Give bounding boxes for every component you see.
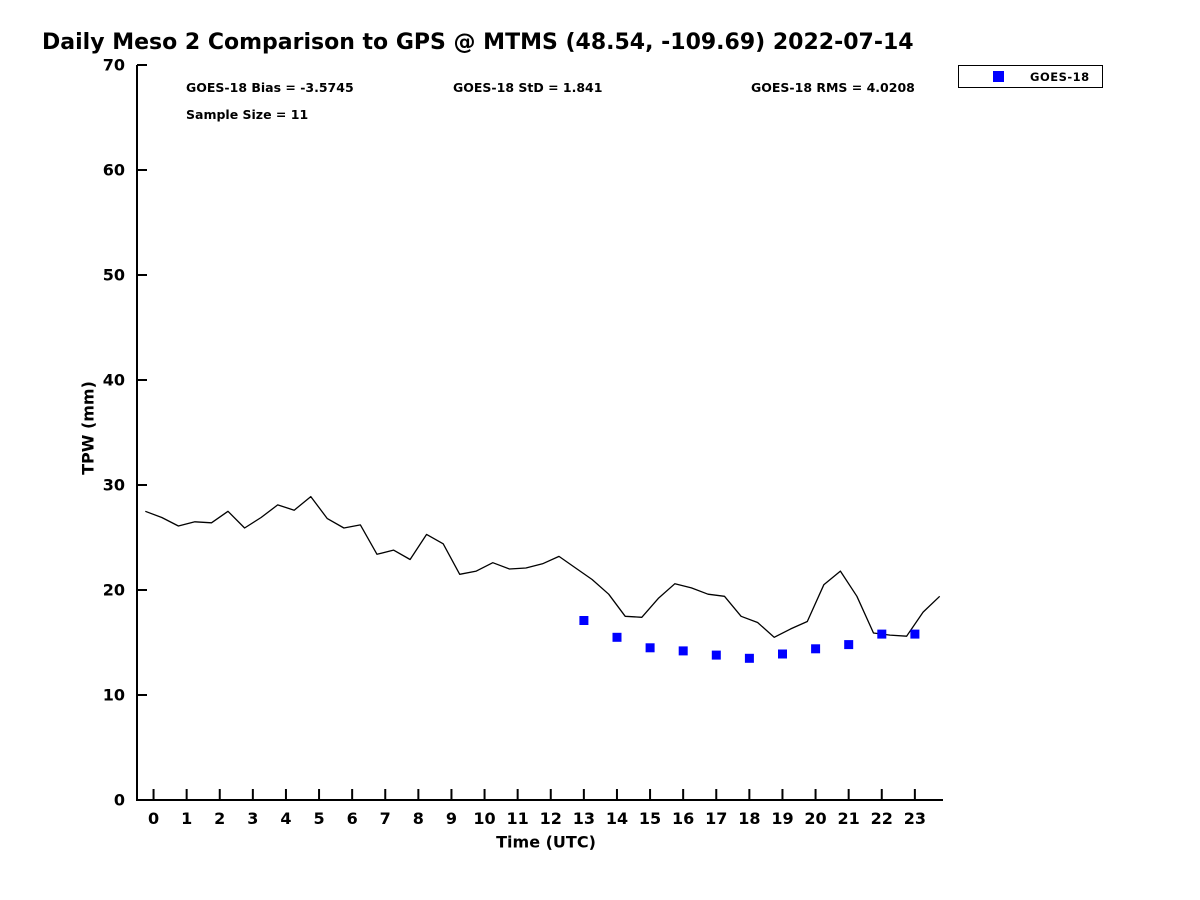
marker-goes-18 [778,649,787,659]
x-tick-label: 6 [347,809,358,828]
x-tick-label: 3 [247,809,258,828]
x-tick-label: 13 [573,809,595,828]
x-tick-label: 0 [148,809,159,828]
x-tick-label: 18 [738,809,760,828]
x-tick-label: 8 [413,809,424,828]
marker-goes-18 [811,644,821,654]
y-tick-label: 20 [103,581,125,600]
marker-goes-18 [645,643,655,653]
stat-sample-size: Sample Size = 11 [186,107,309,122]
marker-goes-18 [877,629,887,639]
marker-goes-18 [844,640,854,650]
y-tick-label: 30 [103,476,125,495]
x-tick-label: 17 [705,809,727,828]
marker-goes-18 [910,629,920,639]
chart-title: Daily Meso 2 Comparison to GPS @ MTMS (4… [42,30,914,55]
x-tick-label: 19 [771,809,793,828]
x-tick-label: 7 [380,809,391,828]
series-line-gps [145,495,941,638]
x-tick-label: 4 [280,809,291,828]
x-axis-label: Time (UTC) [496,832,596,852]
y-tick-label: 50 [103,266,125,285]
legend: GOES-18 [958,65,1103,88]
x-tick-label: 9 [446,809,457,828]
x-tick-label: 23 [904,809,926,828]
legend-label: GOES-18 [1030,69,1090,84]
axes-spines [136,65,943,801]
x-tick-label: 15 [639,809,661,828]
y-axis-label: TPW (mm) [78,381,98,475]
marker-goes-18 [711,650,721,660]
x-tick-label: 2 [214,809,225,828]
x-tick-label: 11 [507,809,529,828]
y-tick-label: 0 [114,791,125,810]
marker-goes-18 [612,632,622,642]
stat-bias: GOES-18 Bias = -3.5745 [186,80,354,95]
x-tick-label: 12 [540,809,562,828]
x-tick-label: 20 [804,809,826,828]
y-tick-label: 70 [103,56,125,75]
marker-goes-18 [744,653,754,663]
x-tick-label: 10 [473,809,495,828]
x-tick-label: 21 [838,809,860,828]
stat-std: GOES-18 StD = 1.841 [453,80,603,95]
y-tick-label: 10 [103,686,125,705]
x-tick-label: 22 [871,809,893,828]
x-tick-label: 16 [672,809,694,828]
x-tick-label: 14 [606,809,628,828]
y-tick-label: 40 [103,371,125,390]
legend-marker-square-icon [993,71,1004,82]
marker-goes-18 [678,646,688,656]
y-tick-label: 60 [103,161,125,180]
x-tick-label: 5 [313,809,324,828]
x-tick-label: 1 [181,809,192,828]
stat-rms: GOES-18 RMS = 4.0208 [751,80,915,95]
marker-goes-18 [579,616,589,625]
